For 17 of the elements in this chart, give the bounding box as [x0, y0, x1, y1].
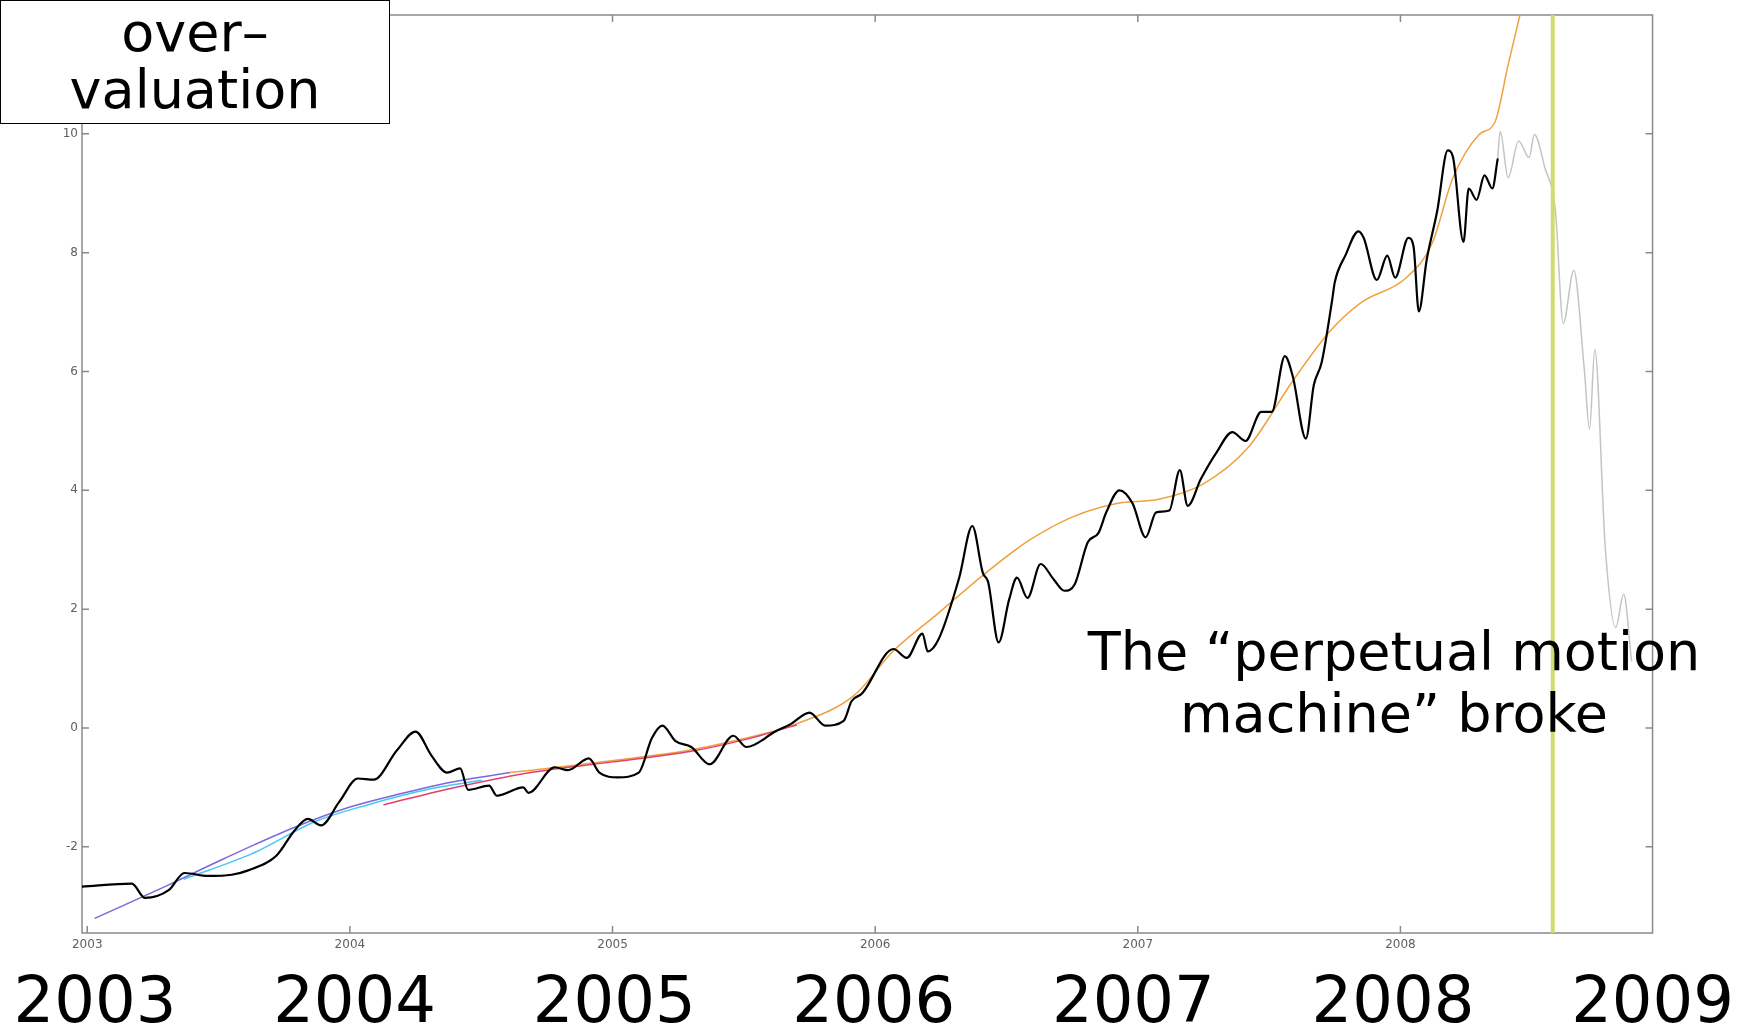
line-series — [383, 724, 798, 806]
x-tick-label: 2008 — [1385, 937, 1416, 952]
x-tick-label: 2003 — [71, 937, 103, 952]
x-tick-label: 2004 — [334, 937, 366, 952]
y-tick-label: 8 — [70, 244, 78, 259]
y-tick-label: 6 — [70, 363, 78, 378]
x2-tick-label: 2009 — [1571, 963, 1734, 1035]
y-tick-label: 2 — [70, 601, 78, 616]
line-series — [94, 771, 511, 919]
x-tick-label: 2005 — [597, 937, 628, 952]
y-tick-label: 4 — [70, 482, 78, 497]
y-tick-label: -2 — [66, 838, 78, 853]
y-tick-label: 0 — [70, 720, 78, 735]
x-tick-label: 2007 — [1122, 937, 1154, 952]
x-tick-label: 2006 — [859, 937, 891, 952]
y-tick-label: 10 — [62, 125, 78, 140]
line-series — [183, 779, 482, 880]
